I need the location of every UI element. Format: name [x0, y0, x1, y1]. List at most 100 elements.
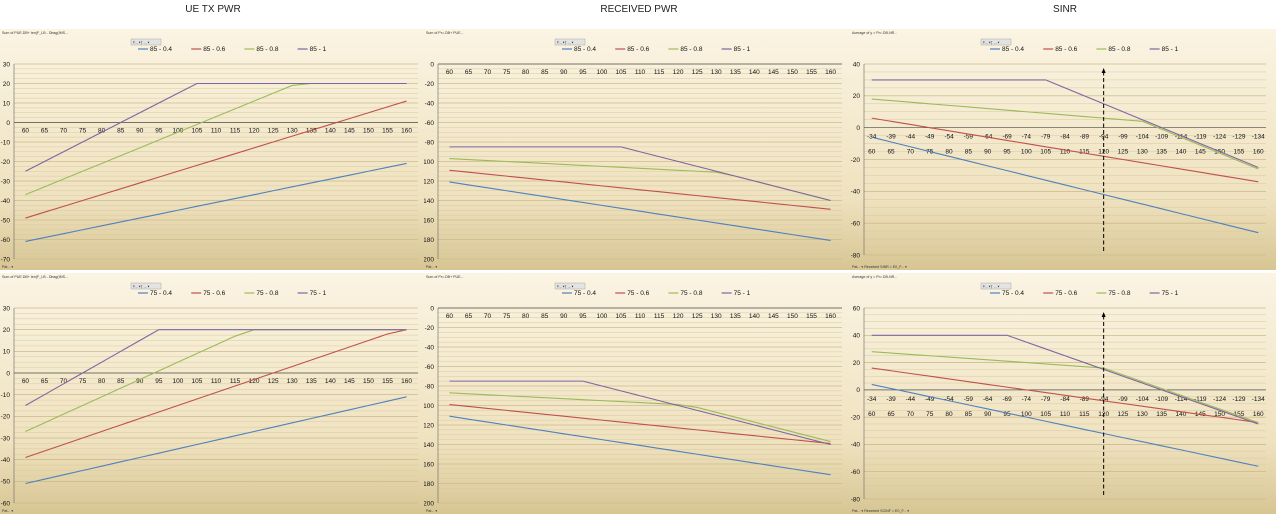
y-tick-label: -60 — [425, 120, 435, 127]
series-line-85-0-4 — [871, 136, 1259, 234]
page-field-tag[interactable]: Pat... ▾ Received SINR = E0_F... ▾ — [852, 265, 907, 269]
x-tick-label: 110 — [635, 69, 646, 76]
x-tick-label: 125 — [692, 69, 703, 76]
series-line-75-0-8 — [449, 392, 831, 443]
x-tick-label: 160 — [825, 313, 836, 320]
filter-dropdown[interactable] — [554, 282, 586, 290]
svg-text:75 - 0.8: 75 - 0.8 — [256, 290, 278, 297]
y-tick-label: 40 — [853, 333, 861, 340]
svg-text:85 - 0.6: 85 - 0.6 — [627, 46, 649, 53]
x-tick-label: 110 — [1060, 149, 1071, 156]
x-tick-label: 140 — [1176, 411, 1187, 418]
page-field-tag[interactable]: Pat... ▾ — [2, 265, 13, 269]
chart-svg: Average of y = Pr=.DB-NR... F... ▾ƒ ... ▾… — [850, 29, 1276, 270]
x-tick-label: 160 — [1253, 411, 1264, 418]
x-tick-label: 125 — [268, 378, 279, 385]
x-tick-label: 95 — [579, 313, 587, 320]
x2-tick-label: -94 — [1099, 396, 1109, 403]
legend-item-75-0-6: 75 - 0.6 — [191, 290, 226, 297]
x-tick-label: 100 — [172, 378, 183, 385]
series-line-75-0-6 — [871, 367, 1259, 424]
pivot-field-tag[interactable]: Average of y = Pr=.DB-NR... — [852, 31, 897, 35]
y-tick-label: -120 — [424, 178, 434, 185]
column-title-sinr: SINR — [1053, 4, 1077, 15]
pivot-field-tag[interactable]: Average of y = Pr=.DB-NR... — [852, 275, 897, 279]
x-tick-label: 115 — [1079, 411, 1090, 418]
series-line-85-0-6 — [25, 100, 407, 219]
filter-dropdown[interactable] — [130, 38, 162, 46]
x-tick-label: 95 — [579, 69, 587, 76]
x-tick-label: 150 — [787, 313, 798, 320]
y-tick-label: -80 — [425, 383, 435, 390]
y-tick-label: -100 — [424, 159, 434, 166]
svg-text:75 - 0.8: 75 - 0.8 — [680, 290, 702, 297]
page-field-tag[interactable]: Pat... ▾ — [2, 509, 13, 513]
x-tick-label: 80 — [522, 313, 530, 320]
x2-tick-label: -119 — [1194, 134, 1207, 141]
x2-tick-label: -99 — [1118, 396, 1128, 403]
x2-tick-label: -49 — [925, 396, 935, 403]
legend-item-75-0-8: 75 - 0.8 — [668, 290, 703, 297]
y-tick-label: -10 — [1, 392, 11, 399]
x2-tick-label: -59 — [964, 396, 974, 403]
x-tick-label: 95 — [155, 378, 163, 385]
y-tick-label: -40 — [1, 198, 11, 205]
legend-item-75-1: 75 - 1 — [297, 290, 327, 297]
series-line-75-0-6 — [449, 403, 831, 445]
page-field-tag[interactable]: Pat... ▾ — [426, 509, 437, 513]
page-field-tag[interactable]: Pat... ▾ — [426, 265, 437, 269]
filter-dropdown[interactable] — [980, 282, 1012, 290]
x-tick-label: 120 — [673, 69, 684, 76]
x2-tick-label: -114 — [1175, 396, 1188, 403]
x-tick-label: 65 — [887, 149, 895, 156]
y-tick-label: -180 — [424, 481, 434, 488]
pivot-field-tag[interactable]: Sum of PUE.DB+ ten(F_LB - Dbag(IMS... — [2, 275, 68, 279]
legend-item-85-0-6: 85 - 0.6 — [615, 46, 650, 53]
y-tick-label: 10 — [3, 100, 11, 107]
x-tick-label: 60 — [446, 69, 454, 76]
x-tick-label: 140 — [1176, 149, 1187, 156]
x2-tick-label: -109 — [1155, 396, 1168, 403]
x2-tick-label: -99 — [1118, 134, 1128, 141]
x-tick-label: 70 — [60, 128, 68, 135]
x2-tick-label: -39 — [886, 396, 896, 403]
x-tick-label: 80 — [522, 69, 530, 76]
legend-item-75-0-8: 75 - 0.8 — [1096, 290, 1131, 297]
x2-tick-label: -89 — [1080, 134, 1090, 141]
x-tick-label: 115 — [654, 69, 665, 76]
x-tick-label: 95 — [155, 128, 163, 135]
svg-text:85 - 0.8: 85 - 0.8 — [680, 46, 702, 53]
y-tick-label: -20 — [1, 159, 11, 166]
x-tick-label: 105 — [1040, 149, 1051, 156]
y-tick-label: -60 — [425, 364, 435, 371]
series-line-85-1 — [449, 146, 831, 202]
series-line-75-1 — [449, 380, 831, 446]
x2-tick-label: -74 — [1022, 396, 1032, 403]
x-tick-label: 105 — [192, 128, 203, 135]
x2-tick-label: -49 — [925, 134, 935, 141]
x-tick-label: 70 — [484, 313, 492, 320]
x2-tick-label: -59 — [964, 134, 974, 141]
series-line-85-0-4 — [25, 162, 407, 242]
x-tick-label: 75 — [79, 128, 87, 135]
x2-tick-label: -104 — [1136, 134, 1149, 141]
page-field-tag[interactable]: Pat... ▾ Received SCINF = E0_F... ▾ — [852, 509, 909, 513]
pivot-field-tag[interactable]: Sum of Pr=.DB+ PUE... — [426, 31, 464, 35]
filter-dropdown[interactable] — [554, 38, 586, 46]
x-tick-label: 80 — [98, 378, 106, 385]
filter-dropdown[interactable] — [980, 38, 1012, 46]
x2-tick-label: -129 — [1232, 396, 1245, 403]
svg-text:75 - 0.8: 75 - 0.8 — [1108, 290, 1130, 297]
filter-dropdown[interactable] — [130, 282, 162, 290]
pivot-field-tag[interactable]: Sum of PUE.DB+ ten(F_LB - Dbag(IMS... — [2, 31, 68, 35]
pivot-field-tag[interactable]: Sum of Pr=.DB+ PUE... — [426, 275, 464, 279]
x-tick-label: 150 — [1214, 411, 1225, 418]
x-tick-label: 95 — [1003, 149, 1011, 156]
x-tick-label: 130 — [287, 378, 298, 385]
x-tick-label: 150 — [363, 128, 374, 135]
x-tick-label: 155 — [1234, 149, 1245, 156]
y-tick-label: -20 — [425, 325, 435, 332]
legend-item-85-0-8: 85 - 0.8 — [1096, 46, 1131, 53]
svg-text:85 - 1: 85 - 1 — [1162, 46, 1179, 53]
x-tick-label: 105 — [1040, 411, 1051, 418]
